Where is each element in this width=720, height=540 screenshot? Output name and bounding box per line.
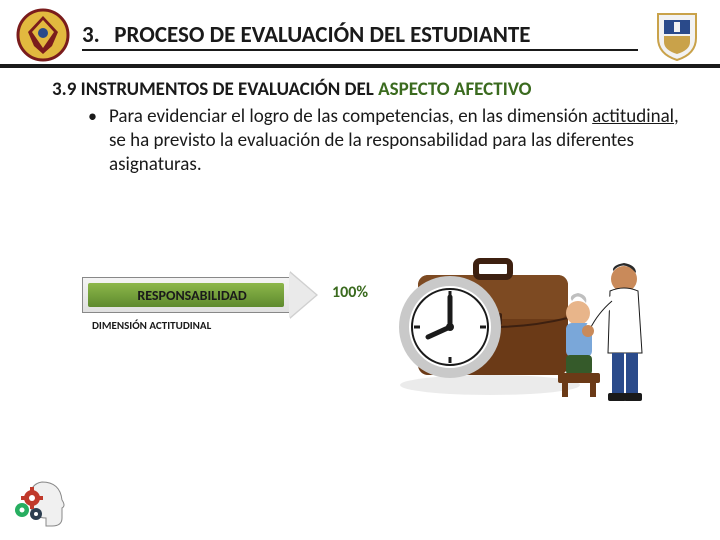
subheading-highlight: ASPECTO AFECTIVO — [378, 78, 531, 101]
people-icon — [558, 263, 642, 401]
bullet-item: • Para evidenciar el logro de las compet… — [52, 101, 690, 176]
bullet-part1: Para evidenciar el logro de las competen… — [109, 105, 592, 128]
arrow-shape: RESPONSABILIDAD — [82, 277, 320, 313]
bullet-underlined: actitudinal — [592, 105, 674, 128]
subheading-prefix: 3.9 INSTRUMENTOS DE EVALUACIÓN DEL — [52, 78, 378, 101]
bullet-marker: • — [88, 105, 97, 176]
logo-right-shield — [650, 8, 704, 62]
title-block: 3. PROCESO DE EVALUACIÓN DEL ESTUDIANTE — [70, 19, 650, 51]
content-area: 3.9 INSTRUMENTOS DE EVALUACIÓN DEL ASPEC… — [0, 68, 720, 176]
subheading: 3.9 INSTRUMENTOS DE EVALUACIÓN DEL ASPEC… — [52, 78, 690, 101]
clock-icon — [404, 281, 496, 373]
bullet-text: Para evidenciar el logro de las competen… — [109, 105, 690, 176]
section-number: 3. — [82, 21, 100, 49]
footer-gears-head-icon — [12, 478, 68, 530]
logo-left-emblem — [16, 8, 70, 62]
dimension-label: DIMENSIÓN ACTITUDINAL — [92, 319, 211, 332]
diagram-region: RESPONSABILIDAD DIMENSIÓN ACTITUDINAL 10… — [0, 255, 720, 455]
slide-header: 3. PROCESO DE EVALUACIÓN DEL ESTUDIANTE — [0, 0, 720, 62]
percent-label: 100% — [332, 283, 368, 302]
illustration-group — [380, 235, 660, 405]
section-title: PROCESO DE EVALUACIÓN DEL ESTUDIANTE — [114, 21, 530, 49]
arrow-label: RESPONSABILIDAD — [82, 277, 302, 313]
